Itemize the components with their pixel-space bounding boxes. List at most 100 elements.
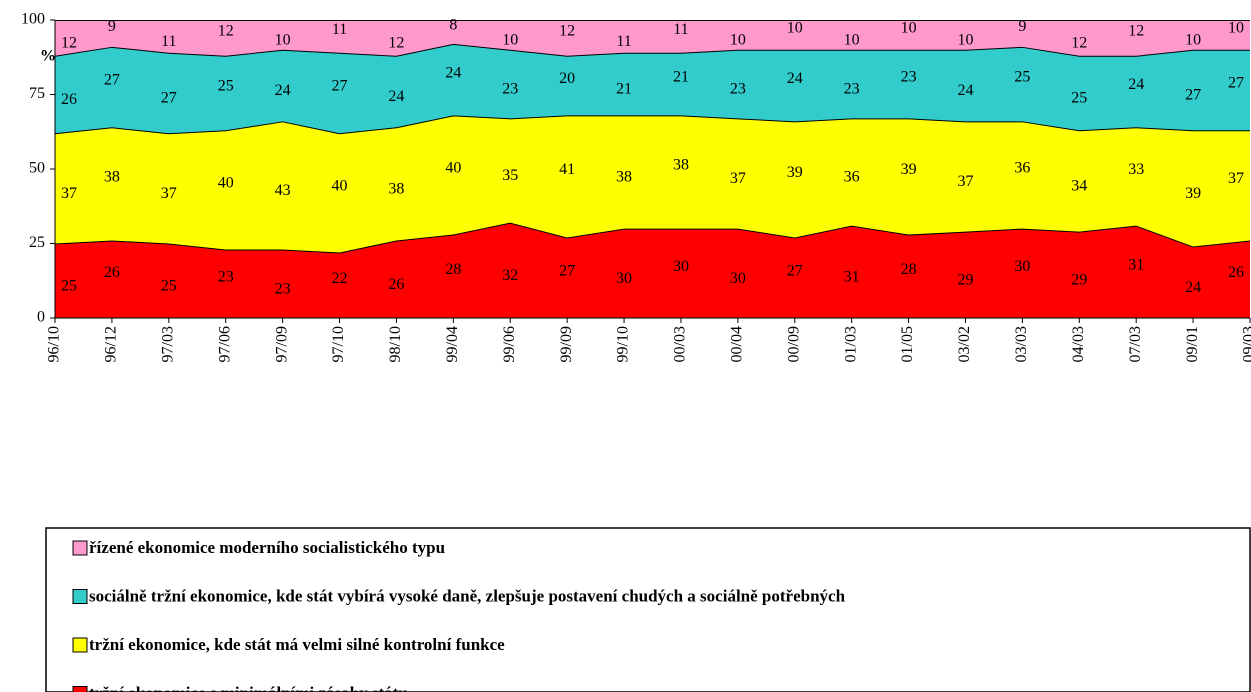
data-label: 24 — [1185, 279, 1201, 296]
x-tick-label: 96/10 — [46, 326, 63, 362]
data-label: 23 — [730, 81, 746, 98]
data-label: 39 — [1185, 185, 1201, 202]
data-label: 25 — [218, 78, 234, 95]
data-label: 40 — [332, 178, 348, 195]
data-label: 12 — [559, 23, 575, 40]
data-label: 12 — [61, 35, 77, 52]
data-label: 21 — [673, 69, 689, 86]
data-label: 24 — [787, 70, 803, 87]
data-label: 24 — [957, 82, 973, 99]
data-label: 11 — [673, 21, 688, 38]
y-unit: % — [40, 48, 56, 65]
data-label: 25 — [61, 277, 77, 294]
data-label: 28 — [901, 261, 917, 278]
data-label: 38 — [388, 181, 404, 198]
data-label: 22 — [332, 270, 348, 287]
y-tick-label: 0 — [37, 309, 45, 326]
data-label: 29 — [957, 271, 973, 288]
data-label: 10 — [957, 32, 973, 49]
data-label: 29 — [1071, 271, 1087, 288]
data-label: 10 — [1185, 32, 1201, 49]
data-label: 40 — [445, 160, 461, 177]
data-label: 27 — [787, 262, 803, 279]
data-label: 26 — [1228, 264, 1244, 281]
data-label: 27 — [332, 78, 348, 95]
legend-swatch — [72, 540, 88, 556]
data-label: 23 — [502, 81, 518, 98]
data-label: 8 — [449, 17, 457, 34]
data-label: 12 — [1128, 23, 1144, 40]
x-tick-label: 00/09 — [785, 326, 802, 362]
x-tick-label: 97/03 — [159, 326, 176, 362]
data-label: 41 — [559, 161, 575, 178]
data-label: 12 — [218, 23, 234, 40]
data-label: 37 — [730, 170, 746, 187]
x-tick-label: 99/04 — [444, 326, 461, 362]
data-label: 37 — [161, 185, 177, 202]
data-label: 30 — [730, 270, 746, 287]
x-tick-label: 07/03 — [1127, 326, 1144, 362]
x-tick-label: 01/03 — [842, 326, 859, 362]
data-label: 25 — [1014, 69, 1030, 86]
plot-area — [55, 20, 1250, 318]
area — [55, 222, 1250, 318]
area — [55, 115, 1250, 253]
x-tick-label: 99/10 — [615, 326, 632, 362]
x-tick-label: 09/03 — [1241, 326, 1251, 362]
x-tick-label: 98/10 — [387, 326, 404, 362]
data-label: 26 — [104, 264, 120, 281]
data-label: 10 — [1228, 20, 1244, 37]
x-tick-label: 01/05 — [899, 326, 916, 362]
x-tick-label: 97/10 — [330, 326, 347, 362]
data-label: 10 — [844, 32, 860, 49]
data-label: 37 — [957, 173, 973, 190]
y-tick-label: 50 — [29, 160, 45, 177]
data-label: 10 — [730, 32, 746, 49]
x-tick-label: 96/12 — [103, 326, 120, 362]
y-tick-label: 100 — [21, 11, 45, 28]
data-label: 26 — [388, 276, 404, 293]
data-label: 27 — [104, 72, 120, 89]
legend-swatch — [72, 686, 88, 692]
data-label: 24 — [388, 88, 404, 105]
data-label: 11 — [616, 33, 631, 50]
data-label: 27 — [559, 262, 575, 279]
data-label: 27 — [1185, 87, 1201, 104]
data-label: 23 — [275, 280, 291, 297]
legend-swatch — [72, 637, 88, 653]
x-tick-label: 97/06 — [216, 326, 233, 362]
data-label: 34 — [1071, 178, 1087, 195]
data-label: 30 — [1014, 258, 1030, 275]
legend-swatch — [72, 589, 88, 604]
data-label: 10 — [502, 32, 518, 49]
data-label: 32 — [502, 267, 518, 284]
data-label: 25 — [161, 277, 177, 294]
data-label: 23 — [901, 69, 917, 86]
data-label: 39 — [901, 161, 917, 178]
data-label: 24 — [275, 82, 291, 99]
data-label: 24 — [445, 64, 461, 81]
data-label: 25 — [1071, 90, 1087, 107]
x-tick-label: 00/04 — [729, 326, 746, 362]
data-label: 38 — [616, 169, 632, 186]
legend-label: tržní ekonomice, kde stát má velmi silné… — [89, 635, 505, 654]
x-tick-label: 04/03 — [1070, 326, 1087, 362]
data-label: 43 — [275, 182, 291, 199]
y-tick-label: 25 — [29, 234, 45, 251]
data-label: 10 — [275, 32, 291, 49]
data-label: 24 — [1128, 76, 1144, 93]
data-label: 38 — [673, 157, 689, 174]
data-label: 31 — [1128, 256, 1144, 273]
data-label: 27 — [161, 90, 177, 107]
data-label: 28 — [445, 261, 461, 278]
data-label: 11 — [161, 33, 176, 50]
data-label: 26 — [61, 91, 77, 108]
y-tick-label: 75 — [29, 85, 45, 102]
legend-label: řízené ekonomice moderního socialistické… — [89, 538, 445, 557]
data-label: 12 — [1071, 35, 1087, 52]
data-label: 31 — [844, 268, 860, 285]
x-tick-label: 99/06 — [501, 326, 518, 362]
data-label: 21 — [616, 81, 632, 98]
data-label: 20 — [559, 70, 575, 87]
area — [55, 20, 1250, 56]
